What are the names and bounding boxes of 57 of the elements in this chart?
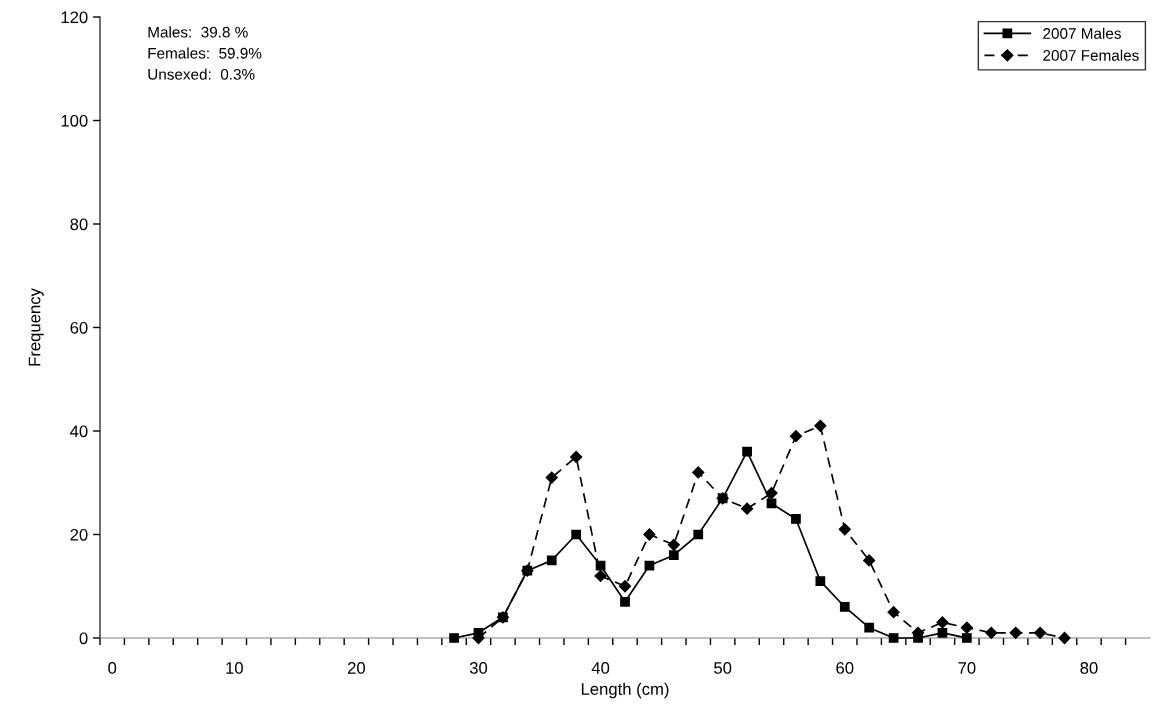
point <box>863 554 876 567</box>
y-tick-label: 40 <box>70 425 88 438</box>
point <box>1058 631 1071 645</box>
point <box>643 528 656 541</box>
point <box>791 514 801 524</box>
point <box>888 633 899 643</box>
y-tick-label: 100 <box>61 114 88 127</box>
point <box>1034 626 1047 639</box>
point <box>667 538 680 551</box>
point <box>449 633 459 643</box>
point <box>838 523 851 536</box>
point <box>1009 626 1022 639</box>
legend-label: 2007 Males <box>1043 27 1121 39</box>
annotation: Unsexed: 0.3% <box>148 68 255 80</box>
x-tick-label: 10 <box>226 662 243 674</box>
point <box>985 626 998 639</box>
point <box>864 622 875 633</box>
x-tick-label: 0 <box>108 662 117 674</box>
y-tick-label: 60 <box>70 321 88 334</box>
point <box>789 430 803 443</box>
annotation: Males: 39.8 % <box>148 26 248 38</box>
point <box>620 596 630 607</box>
x-tick-label: 80 <box>1080 662 1098 674</box>
point <box>961 633 972 643</box>
y-tick-label: 20 <box>70 528 88 541</box>
point <box>887 606 900 619</box>
point <box>693 529 704 540</box>
y-tick-label: 80 <box>70 218 88 231</box>
point <box>937 627 948 638</box>
point <box>618 580 632 593</box>
y-tick-label: 120 <box>61 11 88 24</box>
point <box>545 471 558 484</box>
y-tick-label: 0 <box>79 632 88 645</box>
annotation: Females: 59.9% <box>148 47 262 59</box>
point <box>571 529 582 540</box>
point <box>546 555 557 566</box>
point <box>839 602 850 612</box>
x-tick-label: 70 <box>958 662 976 674</box>
point <box>740 502 754 515</box>
point <box>765 487 778 500</box>
point <box>570 450 583 463</box>
point <box>815 576 826 586</box>
point <box>692 466 705 479</box>
y-axis-title: Frequency <box>28 288 44 366</box>
point <box>742 446 752 457</box>
x-tick-label: 40 <box>591 662 610 674</box>
point <box>960 621 973 634</box>
x-axis-title: Length (cm) <box>581 682 669 699</box>
point <box>936 616 949 629</box>
point <box>814 419 827 432</box>
point <box>594 569 607 582</box>
x-tick-label: 60 <box>836 662 854 674</box>
legend-label: 2007 Females <box>1043 49 1139 61</box>
x-tick-label: 50 <box>714 662 732 674</box>
x-tick-label: 20 <box>347 662 366 674</box>
point <box>668 550 679 561</box>
x-tick-label: 30 <box>469 662 488 674</box>
